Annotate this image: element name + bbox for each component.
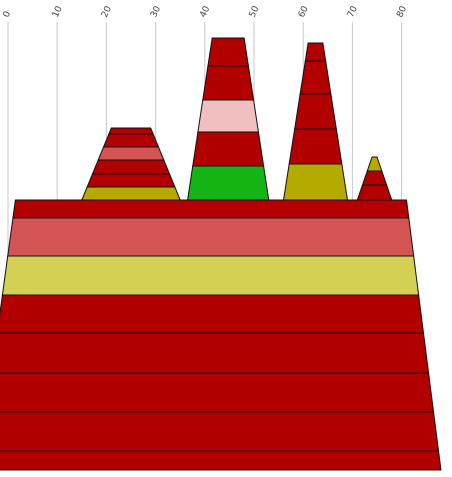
x-tick-label: 70 xyxy=(346,4,360,19)
band-base-2 xyxy=(0,372,435,413)
band-peak-3-4 xyxy=(304,42,327,62)
shape-peak-1 xyxy=(81,127,181,201)
x-tick-label: 60 xyxy=(297,4,311,19)
band-peak-4-0 xyxy=(356,184,393,201)
band-peak-3-3 xyxy=(299,60,332,95)
band-peak-1-0 xyxy=(81,186,181,201)
x-tick-label: 20 xyxy=(100,4,114,19)
band-base-4 xyxy=(0,294,425,334)
band-peak-2-1 xyxy=(192,131,265,167)
x-tick-label: 0 xyxy=(2,10,14,20)
band-peak-1-3 xyxy=(97,146,165,161)
band-peak-3-2 xyxy=(294,93,337,130)
band-peak-1-4 xyxy=(102,133,160,148)
band-base-6 xyxy=(7,217,415,257)
band-peak-1-2 xyxy=(91,159,171,175)
band-peak-1-5 xyxy=(108,127,154,135)
band-peak-2-0 xyxy=(186,165,270,201)
band-peak-4-1 xyxy=(361,170,388,186)
shape-peak-3 xyxy=(282,42,349,201)
band-peak-3-1 xyxy=(288,128,343,165)
band-base-0 xyxy=(0,450,442,471)
band-peak-2-4 xyxy=(207,37,249,67)
x-tick-label: 80 xyxy=(395,4,409,19)
shape-peak-2 xyxy=(186,37,270,201)
x-tick-label: 40 xyxy=(198,4,212,19)
x-tick-label: 50 xyxy=(248,4,262,19)
band-peak-2-2 xyxy=(197,99,260,133)
x-tick-label: 10 xyxy=(51,4,65,19)
band-base-5 xyxy=(1,255,420,296)
shape-peak-4 xyxy=(356,156,393,201)
band-shapes-layer xyxy=(0,37,442,471)
band-base-3 xyxy=(0,332,430,374)
x-tick-label: 30 xyxy=(149,4,163,19)
band-peak-4-2 xyxy=(366,156,383,172)
band-base-7 xyxy=(12,199,410,219)
band-peak-2-3 xyxy=(202,65,255,101)
tick-label-layer: 0 10 20 30 40 50 60 70 80 xyxy=(2,4,410,19)
band-peak-1-1 xyxy=(86,173,176,188)
band-base-1 xyxy=(0,411,440,452)
shape-base xyxy=(0,199,442,471)
band-peak-3-0 xyxy=(282,163,349,201)
